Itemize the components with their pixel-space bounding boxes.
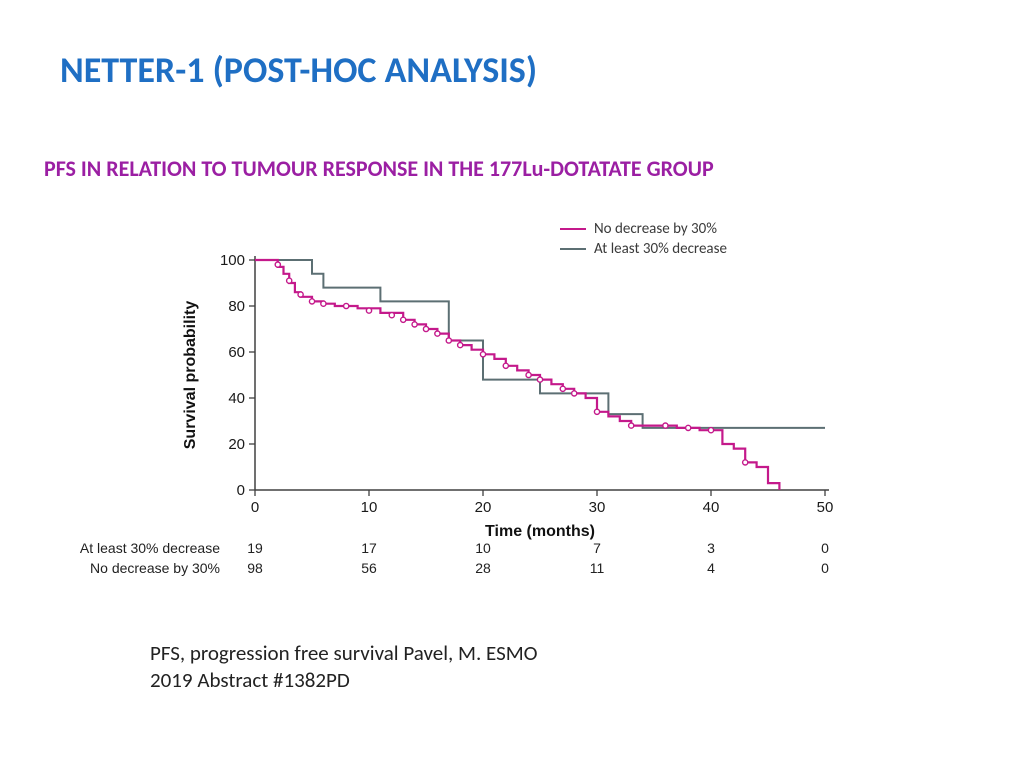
svg-text:40: 40 [703, 499, 720, 516]
risk-cell: 10 [468, 540, 498, 556]
risk-cell: 0 [810, 560, 840, 576]
svg-text:80: 80 [228, 298, 245, 315]
risk-cell: 0 [810, 540, 840, 556]
svg-text:100: 100 [220, 252, 245, 269]
risk-cell: 28 [468, 560, 498, 576]
page-title: NETTER-1 (POST-HOC ANALYSIS) [60, 48, 537, 92]
risk-cell: 3 [696, 540, 726, 556]
risk-cell: 56 [354, 560, 384, 576]
risk-cell: 11 [582, 560, 612, 576]
slide: NETTER-1 (POST-HOC ANALYSIS) PFS IN RELA… [0, 0, 1024, 768]
svg-text:30: 30 [589, 499, 606, 516]
risk-row-label: No decrease by 30% [55, 560, 230, 576]
svg-text:40: 40 [228, 390, 245, 407]
svg-text:Survival probability: Survival probability [182, 301, 199, 450]
risk-cell: 7 [582, 540, 612, 556]
risk-table: At least 30% decrease191710730No decreas… [55, 538, 775, 578]
citation-line1: PFS, progression free survival Pavel, M.… [150, 640, 538, 666]
risk-cell: 19 [240, 540, 270, 556]
risk-row: At least 30% decrease191710730 [55, 538, 775, 558]
risk-cell: 17 [354, 540, 384, 556]
svg-text:60: 60 [228, 344, 245, 361]
citation: PFS, progression free survival Pavel, M.… [150, 640, 650, 695]
svg-text:50: 50 [817, 499, 834, 516]
svg-text:0: 0 [251, 499, 259, 516]
citation-line2: 2019 Abstract #1382PD [150, 667, 350, 693]
risk-cell: 98 [240, 560, 270, 576]
risk-row: No decrease by 30%9856281140 [55, 558, 775, 578]
subtitle: PFS IN RELATION TO TUMOUR RESPONSE IN TH… [44, 155, 964, 183]
km-chart: 02040608010001020304050Time (months)Surv… [140, 220, 860, 580]
svg-text:0: 0 [237, 482, 245, 499]
svg-text:10: 10 [361, 499, 378, 516]
svg-text:20: 20 [475, 499, 492, 516]
risk-row-label: At least 30% decrease [55, 540, 230, 556]
svg-text:20: 20 [228, 436, 245, 453]
km-svg: 02040608010001020304050Time (months)Surv… [140, 220, 860, 580]
risk-cell: 4 [696, 560, 726, 576]
